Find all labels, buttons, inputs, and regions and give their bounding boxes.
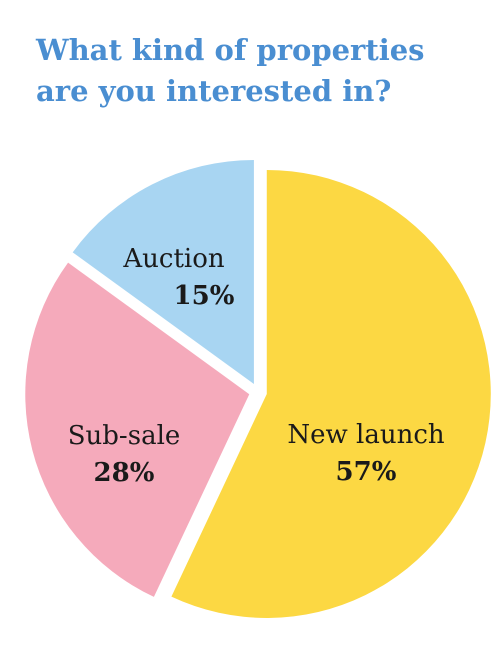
chart-title: What kind of properties are you interest… [36,33,425,108]
pie-slice [25,262,250,597]
slice-value: 57% [336,457,397,487]
pie-slice [72,159,254,384]
slice-label: Auction [122,244,225,274]
slice-value: 28% [94,458,155,488]
pie-slice [171,169,491,618]
slice-label: New launch [287,420,445,450]
slice-value: 15% [174,281,235,311]
slice-label: Sub-sale [68,421,181,451]
